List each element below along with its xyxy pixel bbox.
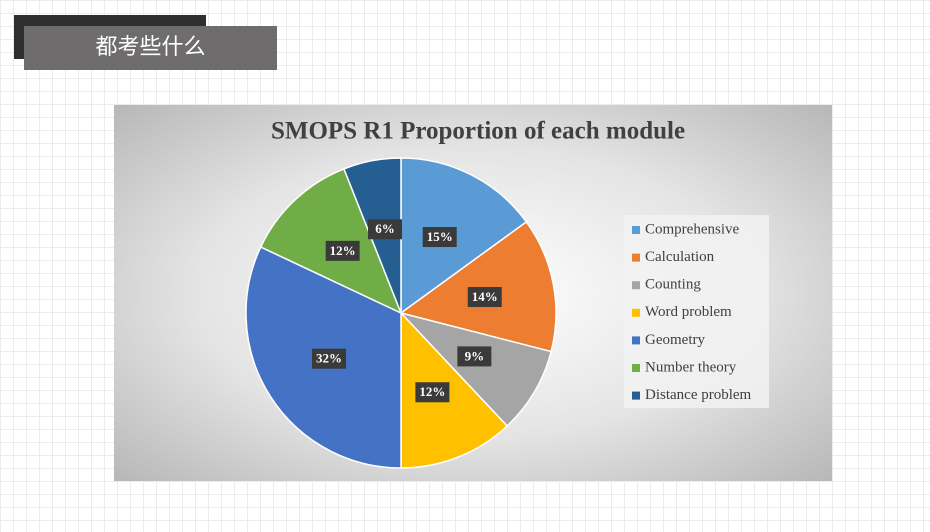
data-label-box bbox=[457, 346, 492, 367]
header-title: 都考些什么 bbox=[24, 26, 277, 70]
legend-label: Geometry bbox=[645, 332, 705, 348]
legend-label: Word problem bbox=[645, 304, 732, 320]
data-label: 9% bbox=[465, 348, 485, 363]
data-label: 32% bbox=[316, 351, 342, 366]
data-label: 12% bbox=[330, 243, 356, 258]
legend-swatch bbox=[632, 253, 640, 262]
legend-swatch bbox=[632, 281, 640, 290]
legend-label: Comprehensive bbox=[645, 221, 739, 237]
data-label: 14% bbox=[472, 289, 498, 304]
data-label-box bbox=[368, 219, 403, 240]
legend bbox=[624, 215, 769, 408]
data-label: 15% bbox=[427, 229, 453, 244]
pie-slice bbox=[400, 311, 509, 469]
chart-title: SMOPS R1 Proportion of each module bbox=[271, 118, 685, 145]
legend-swatch bbox=[632, 336, 640, 345]
pie-slice bbox=[398, 311, 553, 428]
legend-label: Number theory bbox=[645, 359, 737, 375]
legend-swatch bbox=[632, 391, 640, 400]
data-label: 12% bbox=[419, 384, 445, 399]
data-label-box bbox=[312, 348, 347, 369]
pie-slice bbox=[400, 157, 528, 315]
data-label-box bbox=[422, 227, 457, 248]
legend-label: Distance problem bbox=[645, 387, 752, 403]
data-label-box bbox=[415, 382, 450, 403]
pie-slice bbox=[399, 220, 557, 353]
legend-swatch bbox=[632, 364, 640, 372]
data-label-box bbox=[467, 287, 502, 308]
legend-label: Calculation bbox=[645, 249, 715, 265]
legend-swatch bbox=[632, 226, 640, 234]
legend-swatch bbox=[632, 308, 640, 317]
legend-label: Counting bbox=[645, 277, 701, 293]
data-label: 6% bbox=[375, 221, 395, 236]
data-label-box bbox=[325, 240, 360, 261]
